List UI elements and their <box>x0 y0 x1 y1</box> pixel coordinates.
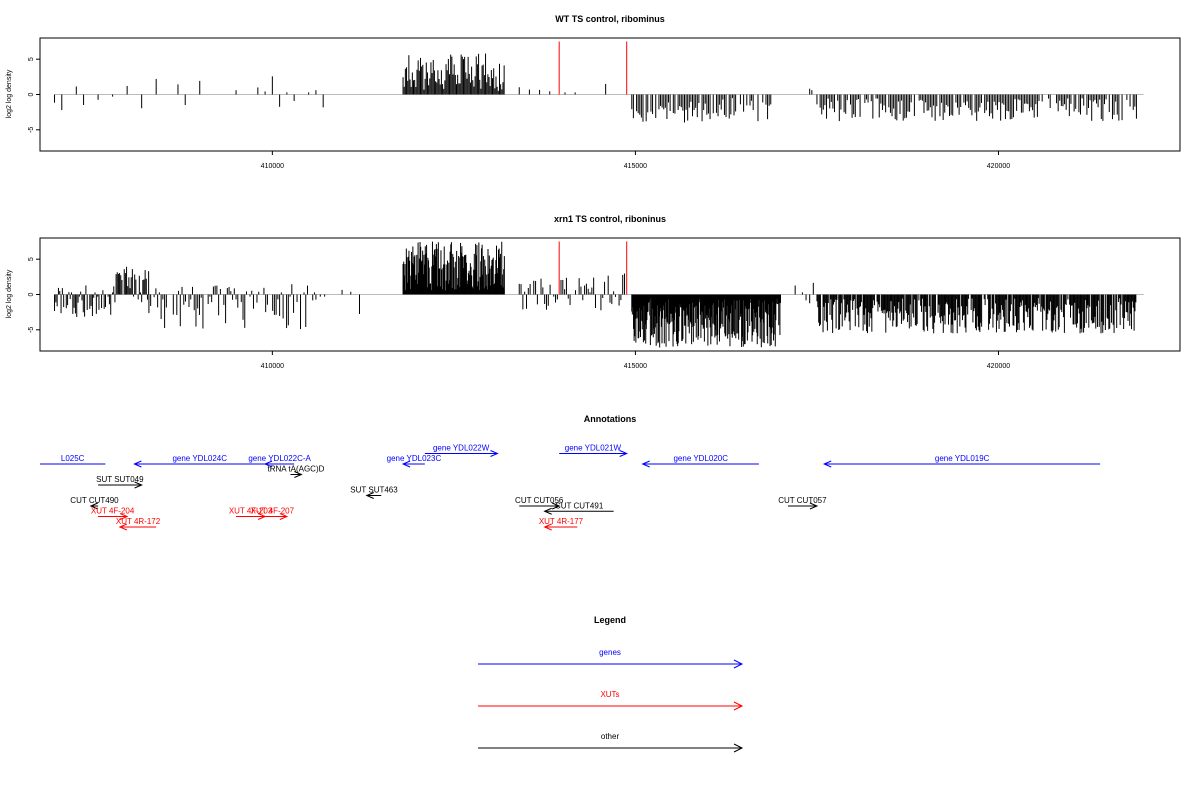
arrowhead-left <box>365 492 374 499</box>
legend-items: genes XUTs other <box>478 648 744 753</box>
y-axis-label-wt: log2 log density <box>6 69 13 118</box>
x-ticks-wt: 410000 415000 420000 <box>261 151 1010 170</box>
y-tick-label: -5 <box>28 327 35 333</box>
arrowhead-right <box>809 502 819 510</box>
legend-arrowhead <box>733 701 744 711</box>
arrowhead-right <box>294 471 303 478</box>
feature-label: CUT CUT057 <box>778 496 827 505</box>
feature-label: gene YDL019C <box>935 454 990 463</box>
annotation-xut: XUT 4R-177 <box>539 517 584 531</box>
feature-label: CUT CUT491 <box>555 501 604 510</box>
feature-label: CUT CUT490 <box>70 496 119 505</box>
arrowhead-left <box>401 460 411 468</box>
arrowhead-left <box>822 460 832 468</box>
annotation-other: CUT CUT491 <box>543 501 614 515</box>
annotation-gene: gene YDL022C-A <box>248 454 312 468</box>
annotation-xut: XUT 4F-207 <box>251 507 295 520</box>
feature-label: gene YDL023C <box>387 454 442 463</box>
y-tick-label: 5 <box>28 257 35 261</box>
feature-label: gene YDL022W <box>433 444 490 453</box>
annotation-other: CUT CUT056 <box>515 496 564 510</box>
x-tick-label: 420000 <box>987 163 1010 170</box>
annotation-gene: L025C <box>40 454 106 465</box>
arrowhead-left <box>133 460 142 468</box>
arrowhead-right <box>490 450 499 457</box>
y-ticks-xrn1: -5 0 5 <box>28 257 40 333</box>
x-tick-label: 415000 <box>624 163 647 170</box>
legend-label: genes <box>599 648 621 657</box>
arrowhead-right <box>119 513 129 520</box>
feature-label: gene YDL024C <box>172 454 227 463</box>
annotation-gene: gene YDL022W <box>424 444 499 457</box>
annotation-features: L025C gene YDL024C gene YDL022C-A gene YDL0… <box>40 444 1101 531</box>
panel-xrn1: xrn1 TS control, riboninus log2 log dens… <box>6 214 1181 370</box>
feature-label: gene YDL022C-A <box>248 454 311 463</box>
annotation-other: SUT SUT463 <box>350 486 398 499</box>
legend: Legend genes XUTs other <box>478 615 744 753</box>
arrowhead-right <box>134 481 143 489</box>
x-tick-label: 410000 <box>261 163 284 170</box>
annotation-gene: gene YDL023C <box>387 454 442 468</box>
legend-item: genes <box>478 648 744 669</box>
arrowhead-left <box>641 460 650 468</box>
panel-wt: WT TS control, ribominus log2 log densit… <box>6 14 1181 170</box>
y-ticks-wt: -5 0 5 <box>28 57 40 133</box>
bars-wt <box>54 41 1144 123</box>
arrowhead-left <box>89 502 99 510</box>
feature-label: XUT 4F-203 <box>229 507 273 516</box>
feature-label: gene YDL021W <box>565 444 622 453</box>
y-tick-label: -5 <box>28 127 35 133</box>
y-tick-label: 5 <box>28 57 35 61</box>
annotation-xut: XUT 4F-204 <box>91 507 135 520</box>
legend-item: other <box>478 732 744 753</box>
annotation-gene: gene YDL024C <box>133 454 266 468</box>
x-tick-label: 415000 <box>624 363 647 370</box>
annotations-track: Annotations L025C gene YDL024C gene YDL022… <box>40 414 1101 531</box>
arrowhead-left <box>118 523 128 531</box>
legend-arrowhead <box>733 659 744 669</box>
x-tick-label: 410000 <box>261 363 284 370</box>
y-axis-label-xrn1: log2 log density <box>6 269 13 318</box>
chart-title-wt: WT TS control, ribominus <box>555 14 665 24</box>
feature-label: L025C <box>61 454 85 463</box>
legend-label: other <box>601 732 620 741</box>
feature-label: XUT 4F-207 <box>251 507 295 516</box>
annotation-other: tRNA tA(AGC)D <box>268 465 325 478</box>
legend-title: Legend <box>594 615 626 625</box>
annotation-gene: gene YDL021W <box>559 444 628 457</box>
arrowhead-left <box>543 523 552 531</box>
feature-label: CUT CUT056 <box>515 496 564 505</box>
feature-label: XUT 4R-172 <box>116 517 161 526</box>
arrowhead-right <box>551 502 561 510</box>
legend-item: XUTs <box>478 690 744 711</box>
x-tick-label: 420000 <box>987 363 1010 370</box>
feature-label: SUT SUT049 <box>96 475 144 484</box>
x-ticks-xrn1: 410000 415000 420000 <box>261 351 1010 370</box>
annotation-gene: gene YDL020C <box>641 454 759 468</box>
legend-arrowhead <box>733 743 744 753</box>
annotation-other: CUT CUT057 <box>778 496 827 510</box>
feature-label: SUT SUT463 <box>350 486 398 495</box>
chart-title-xrn1: xrn1 TS control, riboninus <box>554 214 666 224</box>
feature-label: XUT 4R-177 <box>539 517 584 526</box>
arrowhead-left <box>543 507 552 515</box>
arrowhead-right <box>619 450 628 457</box>
annotation-other: CUT CUT490 <box>70 496 119 510</box>
feature-label: gene YDL020C <box>673 454 728 463</box>
y-tick-label: 0 <box>28 92 35 96</box>
bars-xrn1 <box>54 241 1144 348</box>
arrowhead-left <box>263 460 273 468</box>
annotation-gene: gene YDL019C <box>822 454 1101 468</box>
annotations-title: Annotations <box>584 414 637 424</box>
feature-label: XUT 4F-204 <box>91 507 135 516</box>
arrowhead-right <box>279 513 289 520</box>
feature-label: tRNA tA(AGC)D <box>268 465 325 474</box>
legend-label: XUTs <box>600 690 619 699</box>
y-tick-label: 0 <box>28 292 35 296</box>
annotation-xut: XUT 4R-172 <box>116 517 161 531</box>
annotation-other: SUT SUT049 <box>96 475 144 489</box>
